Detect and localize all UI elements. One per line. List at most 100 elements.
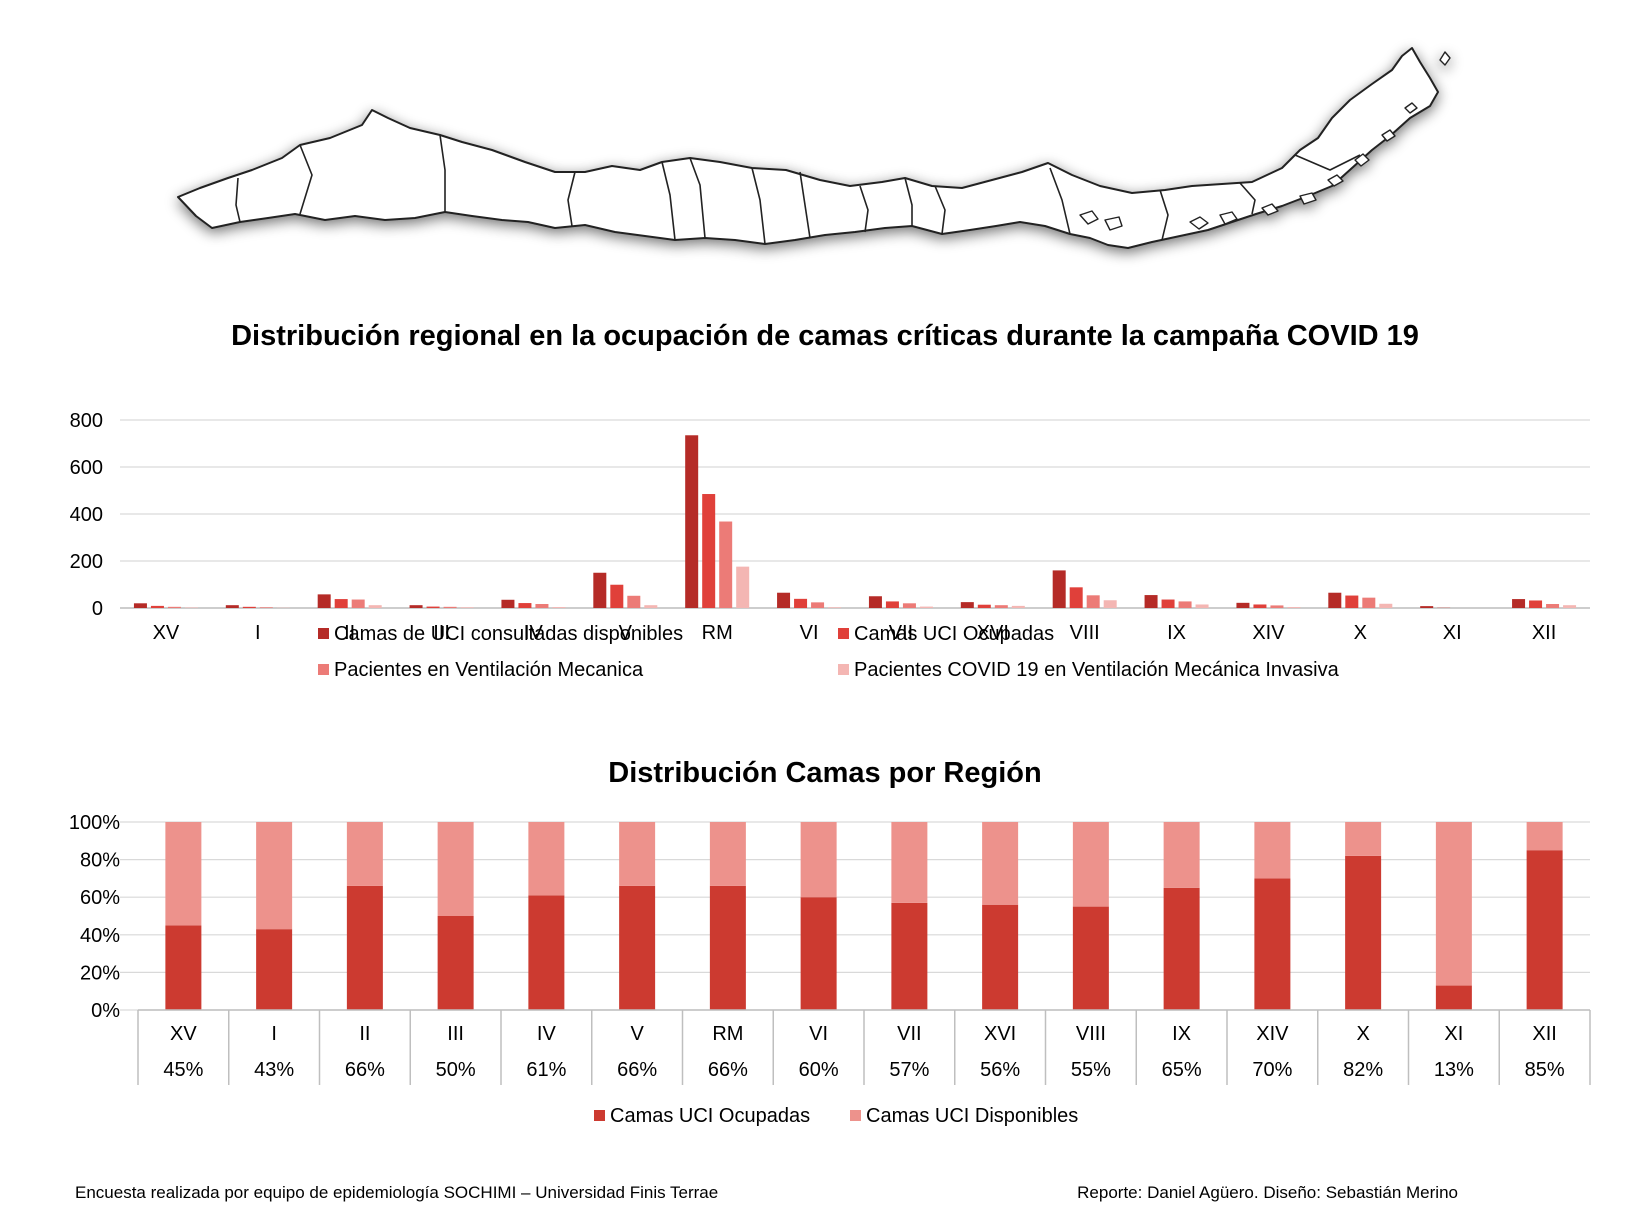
stacked-bar-VI-series-1	[800, 897, 837, 1010]
bar-XII-series-4	[1563, 605, 1577, 608]
x-tick-label: VI	[800, 622, 819, 644]
bar-IV-series-3	[535, 604, 549, 608]
stacked-bar-XIV-series-1	[1254, 878, 1291, 1010]
table-value: 56%	[980, 1059, 1020, 1081]
chart2-bars	[165, 822, 1563, 1010]
legend-label: Camas UCI Disponibles	[866, 1105, 1079, 1127]
stacked-bar-XII-series-2	[1526, 822, 1563, 851]
bar-IX-series-3	[1178, 601, 1192, 608]
stacked-bar-XVI-series-2	[982, 822, 1019, 905]
footer-report-credit: Reporte: Daniel Agüero. Diseño: Sebastiá…	[1077, 1183, 1458, 1202]
table-value: 60%	[799, 1059, 839, 1081]
bar-V-series-1	[593, 572, 607, 608]
x-tick-label: I	[271, 1023, 277, 1045]
bar-IX-series-1	[1144, 595, 1158, 608]
x-tick-label: VII	[897, 1023, 921, 1045]
bar-XIV-series-4	[1287, 607, 1301, 608]
bar-I-series-2	[242, 606, 256, 608]
x-tick-label: XI	[1444, 1023, 1463, 1045]
stacked-bar-IV-series-2	[528, 822, 565, 896]
x-tick-label: X	[1354, 622, 1367, 644]
x-tick-label: VI	[809, 1023, 828, 1045]
legend-label: Pacientes en Ventilación Mecanica	[334, 659, 644, 681]
bar-IV-series-4	[552, 607, 566, 608]
bar-III-series-2	[426, 606, 440, 608]
bar-III-series-4	[460, 607, 474, 608]
x-tick-label: RM	[702, 622, 733, 644]
chart1-y-axis: 0 200 400 600 800	[70, 410, 103, 620]
bar-XII-series-2	[1529, 600, 1543, 608]
chart1-gridlines	[120, 419, 1590, 609]
legend-swatch	[838, 664, 849, 675]
stacked-bar-XV-series-2	[165, 822, 202, 926]
bar-XV-series-2	[150, 605, 164, 608]
chart1-bars	[133, 435, 1577, 608]
chart1-legend-item-1: Camas de UCI consultadas disponibles	[318, 622, 683, 646]
chart2-y-axis: 0% 20% 40% 60% 80% 100%	[69, 812, 120, 1022]
bar-XV-series-3	[167, 606, 181, 608]
bar-IV-series-2	[518, 603, 532, 608]
chile-map-illustration	[177, 47, 1451, 249]
bar-VII-series-2	[885, 601, 899, 608]
stacked-bar-III-series-2	[437, 822, 474, 916]
chart2-legend-item-1: Camas UCI Ocupadas	[594, 1104, 810, 1128]
table-value: 61%	[526, 1059, 566, 1081]
stacked-bar-X-series-2	[1345, 822, 1382, 856]
bar-VI-series-3	[811, 602, 825, 608]
legend-swatch	[318, 628, 329, 639]
bar-X-series-3	[1362, 597, 1376, 608]
y-tick-label: 80%	[80, 850, 120, 872]
bar-XVI-series-1	[960, 602, 974, 608]
bar-III-series-1	[409, 605, 423, 608]
x-tick-label: II	[359, 1023, 370, 1045]
stacked-bar-XIV-series-2	[1254, 822, 1291, 879]
legend-swatch	[850, 1110, 861, 1121]
table-value: 66%	[708, 1059, 748, 1081]
x-tick-label: XVI	[977, 622, 1009, 644]
x-tick-label: VIII	[1070, 622, 1100, 644]
table-value: 45%	[163, 1059, 203, 1081]
chart1-legend-item-3: Pacientes en Ventilación Mecanica	[318, 658, 643, 682]
chart1-legend-item-4: Pacientes COVID 19 en Ventilación Mecáni…	[838, 658, 1339, 682]
x-tick-label: XV	[170, 1023, 197, 1045]
legend-label: Camas UCI Ocupadas	[854, 623, 1055, 645]
chart2-legend-item-2: Camas UCI Disponibles	[850, 1104, 1078, 1128]
bar-I-series-3	[259, 607, 273, 608]
x-tick-label: XVI	[984, 1023, 1016, 1045]
bar-VIII-series-4	[1103, 600, 1117, 608]
bar-I-series-1	[225, 605, 239, 608]
stacked-bar-III-series-1	[437, 916, 474, 1010]
table-value: 82%	[1343, 1059, 1383, 1081]
stacked-bar-V-series-2	[619, 822, 656, 886]
bar-V-series-4	[644, 605, 658, 608]
chart1-title: Distribución regional en la ocupación de…	[231, 320, 1419, 352]
table-value: 43%	[254, 1059, 294, 1081]
y-tick-label: 60%	[80, 887, 120, 909]
bar-XIV-series-2	[1253, 604, 1267, 608]
bar-XVI-series-3	[994, 605, 1008, 608]
legend-swatch	[838, 628, 849, 639]
bar-II-series-1	[317, 594, 331, 608]
x-tick-label: XV	[153, 622, 180, 644]
stacked-bar-IV-series-1	[528, 895, 565, 1010]
y-tick-label: 40%	[80, 925, 120, 947]
legend-label: Camas UCI Ocupadas	[610, 1105, 811, 1127]
x-tick-label: II	[344, 622, 355, 644]
legend-swatch	[594, 1110, 605, 1121]
bar-VI-series-1	[777, 592, 791, 608]
bar-IX-series-2	[1161, 599, 1175, 608]
x-tick-label: XI	[1443, 622, 1462, 644]
bar-XVI-series-4	[1011, 605, 1025, 608]
stacked-bar-IX-series-2	[1163, 822, 1200, 888]
bar-X-series-2	[1345, 595, 1359, 608]
x-tick-label: I	[255, 622, 261, 644]
bar-II-series-2	[334, 599, 348, 608]
chart1-x-axis: XV I II III IV V RM VI VII XVI VIII IX XIV X XI XII	[153, 622, 1557, 644]
stacked-bar-XII-series-1	[1526, 850, 1563, 1010]
table-value: 85%	[1525, 1059, 1565, 1081]
stacked-bar-I-series-2	[256, 822, 293, 930]
y-tick-label: 0	[92, 598, 103, 620]
x-tick-label: X	[1356, 1023, 1369, 1045]
legend-label: Camas de UCI consultadas disponibles	[334, 623, 684, 645]
stacked-bar-II-series-2	[346, 822, 383, 886]
